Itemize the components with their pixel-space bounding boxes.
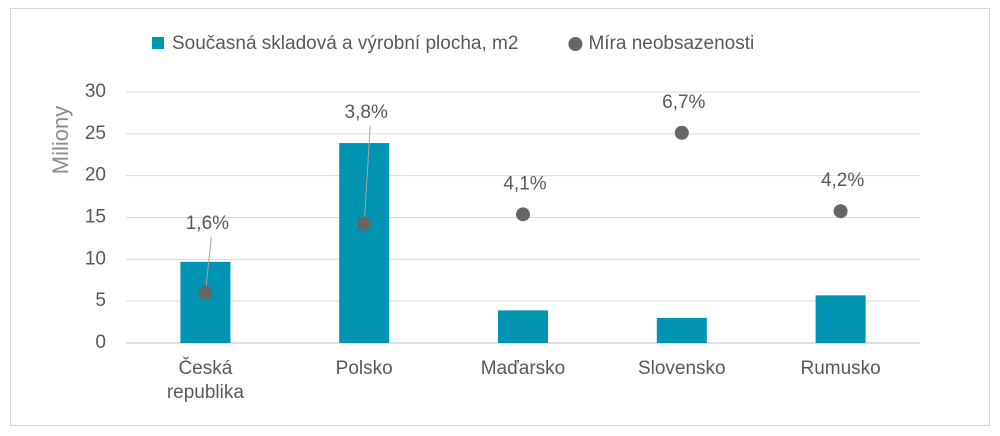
y-tick-label: 5 (95, 290, 106, 311)
data-label: 1,6% (186, 213, 229, 234)
x-tick-label: Česká republika (166, 358, 244, 403)
data-label: 3,8% (345, 102, 388, 123)
point (357, 216, 372, 231)
x-tick-label: Slovensko (637, 358, 726, 379)
bar (815, 295, 866, 343)
leader-line (363, 125, 371, 224)
y-tick-label: 20 (85, 165, 106, 186)
leader-line (204, 236, 212, 293)
point (198, 285, 213, 300)
x-tick-label: Polsko (335, 358, 393, 379)
data-label: 4,2% (821, 170, 864, 191)
bar (180, 261, 231, 343)
y-tick-label: 30 (85, 81, 106, 102)
x-tick-label: Maďarsko (480, 358, 566, 379)
y-tick-label: 15 (85, 207, 106, 228)
legend-label: Současná skladová a výrobní plocha, m2 (172, 33, 518, 54)
x-tick-label: Rumusko (800, 358, 881, 379)
legend-swatch (568, 37, 583, 51)
y-tick-label: 25 (85, 123, 106, 144)
data-label: 6,7% (662, 92, 705, 113)
point (674, 125, 689, 140)
bar (498, 310, 548, 343)
y-tick-label: 10 (85, 248, 106, 269)
bar (656, 317, 707, 343)
legend-swatch (152, 37, 164, 49)
data-label: 4,1% (503, 173, 546, 194)
y-tick-label: 0 (95, 332, 106, 353)
bar (339, 143, 390, 343)
point (516, 207, 530, 222)
point (833, 204, 848, 219)
legend-label: Míra neobsazenosti (588, 33, 754, 54)
y-axis-title: Miliony (48, 106, 73, 174)
